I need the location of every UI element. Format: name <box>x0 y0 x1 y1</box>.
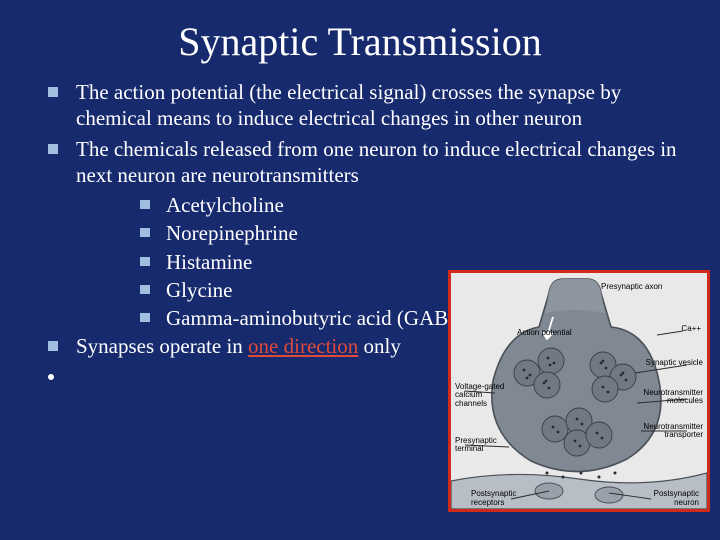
bullet-item: The action potential (the electrical sig… <box>48 79 700 132</box>
bullet-text-part: only <box>358 334 401 358</box>
sub-bullet-item: Acetylcholine <box>140 192 700 218</box>
bullet-text-part: Synapses operate in <box>76 334 248 358</box>
emphasis-text: one direction <box>248 334 358 358</box>
fig-label-presynaptic-axon: Presynaptic axon <box>601 283 662 291</box>
fig-label-nt-transporter: Neurotransmitter transporter <box>639 423 703 440</box>
square-bullet-icon <box>48 341 58 351</box>
bullet-text: The action potential (the electrical sig… <box>76 79 700 132</box>
slide-title: Synaptic Transmission <box>0 0 720 79</box>
bullet-text: The chemicals released from one neuron t… <box>76 136 700 189</box>
square-bullet-icon <box>140 285 150 294</box>
synapse-diagram: Presynaptic axon Action potential Ca++ V… <box>448 270 710 512</box>
square-bullet-icon <box>48 87 58 97</box>
square-bullet-icon <box>140 228 150 237</box>
sub-bullet-text: Acetylcholine <box>166 192 700 218</box>
square-bullet-icon <box>140 257 150 266</box>
fig-label-nt-molecules: Neurotransmitter molecules <box>639 389 703 406</box>
fig-label-postsynaptic-receptors: Postsynaptic receptors <box>471 490 527 507</box>
fig-label-ca: Ca++ <box>681 325 701 333</box>
fig-label-voltage-gated: Voltage-gated calcium channels <box>455 383 507 408</box>
sub-bullet-item: Norepinephrine <box>140 220 700 246</box>
fig-label-presynaptic-terminal: Presynaptic terminal <box>455 437 507 454</box>
square-bullet-icon <box>48 144 58 154</box>
fig-label-synaptic-vesicle: Synaptic vesicle <box>645 359 703 367</box>
bullet-item: The chemicals released from one neuron t… <box>48 136 700 189</box>
square-bullet-icon <box>140 313 150 322</box>
fig-label-postsynaptic-neuron: Postsynaptic neuron <box>643 490 699 507</box>
dot-bullet-icon <box>48 374 54 380</box>
sub-bullet-text: Norepinephrine <box>166 220 700 246</box>
fig-label-action-potential: Action potential <box>517 329 572 337</box>
square-bullet-icon <box>140 200 150 209</box>
